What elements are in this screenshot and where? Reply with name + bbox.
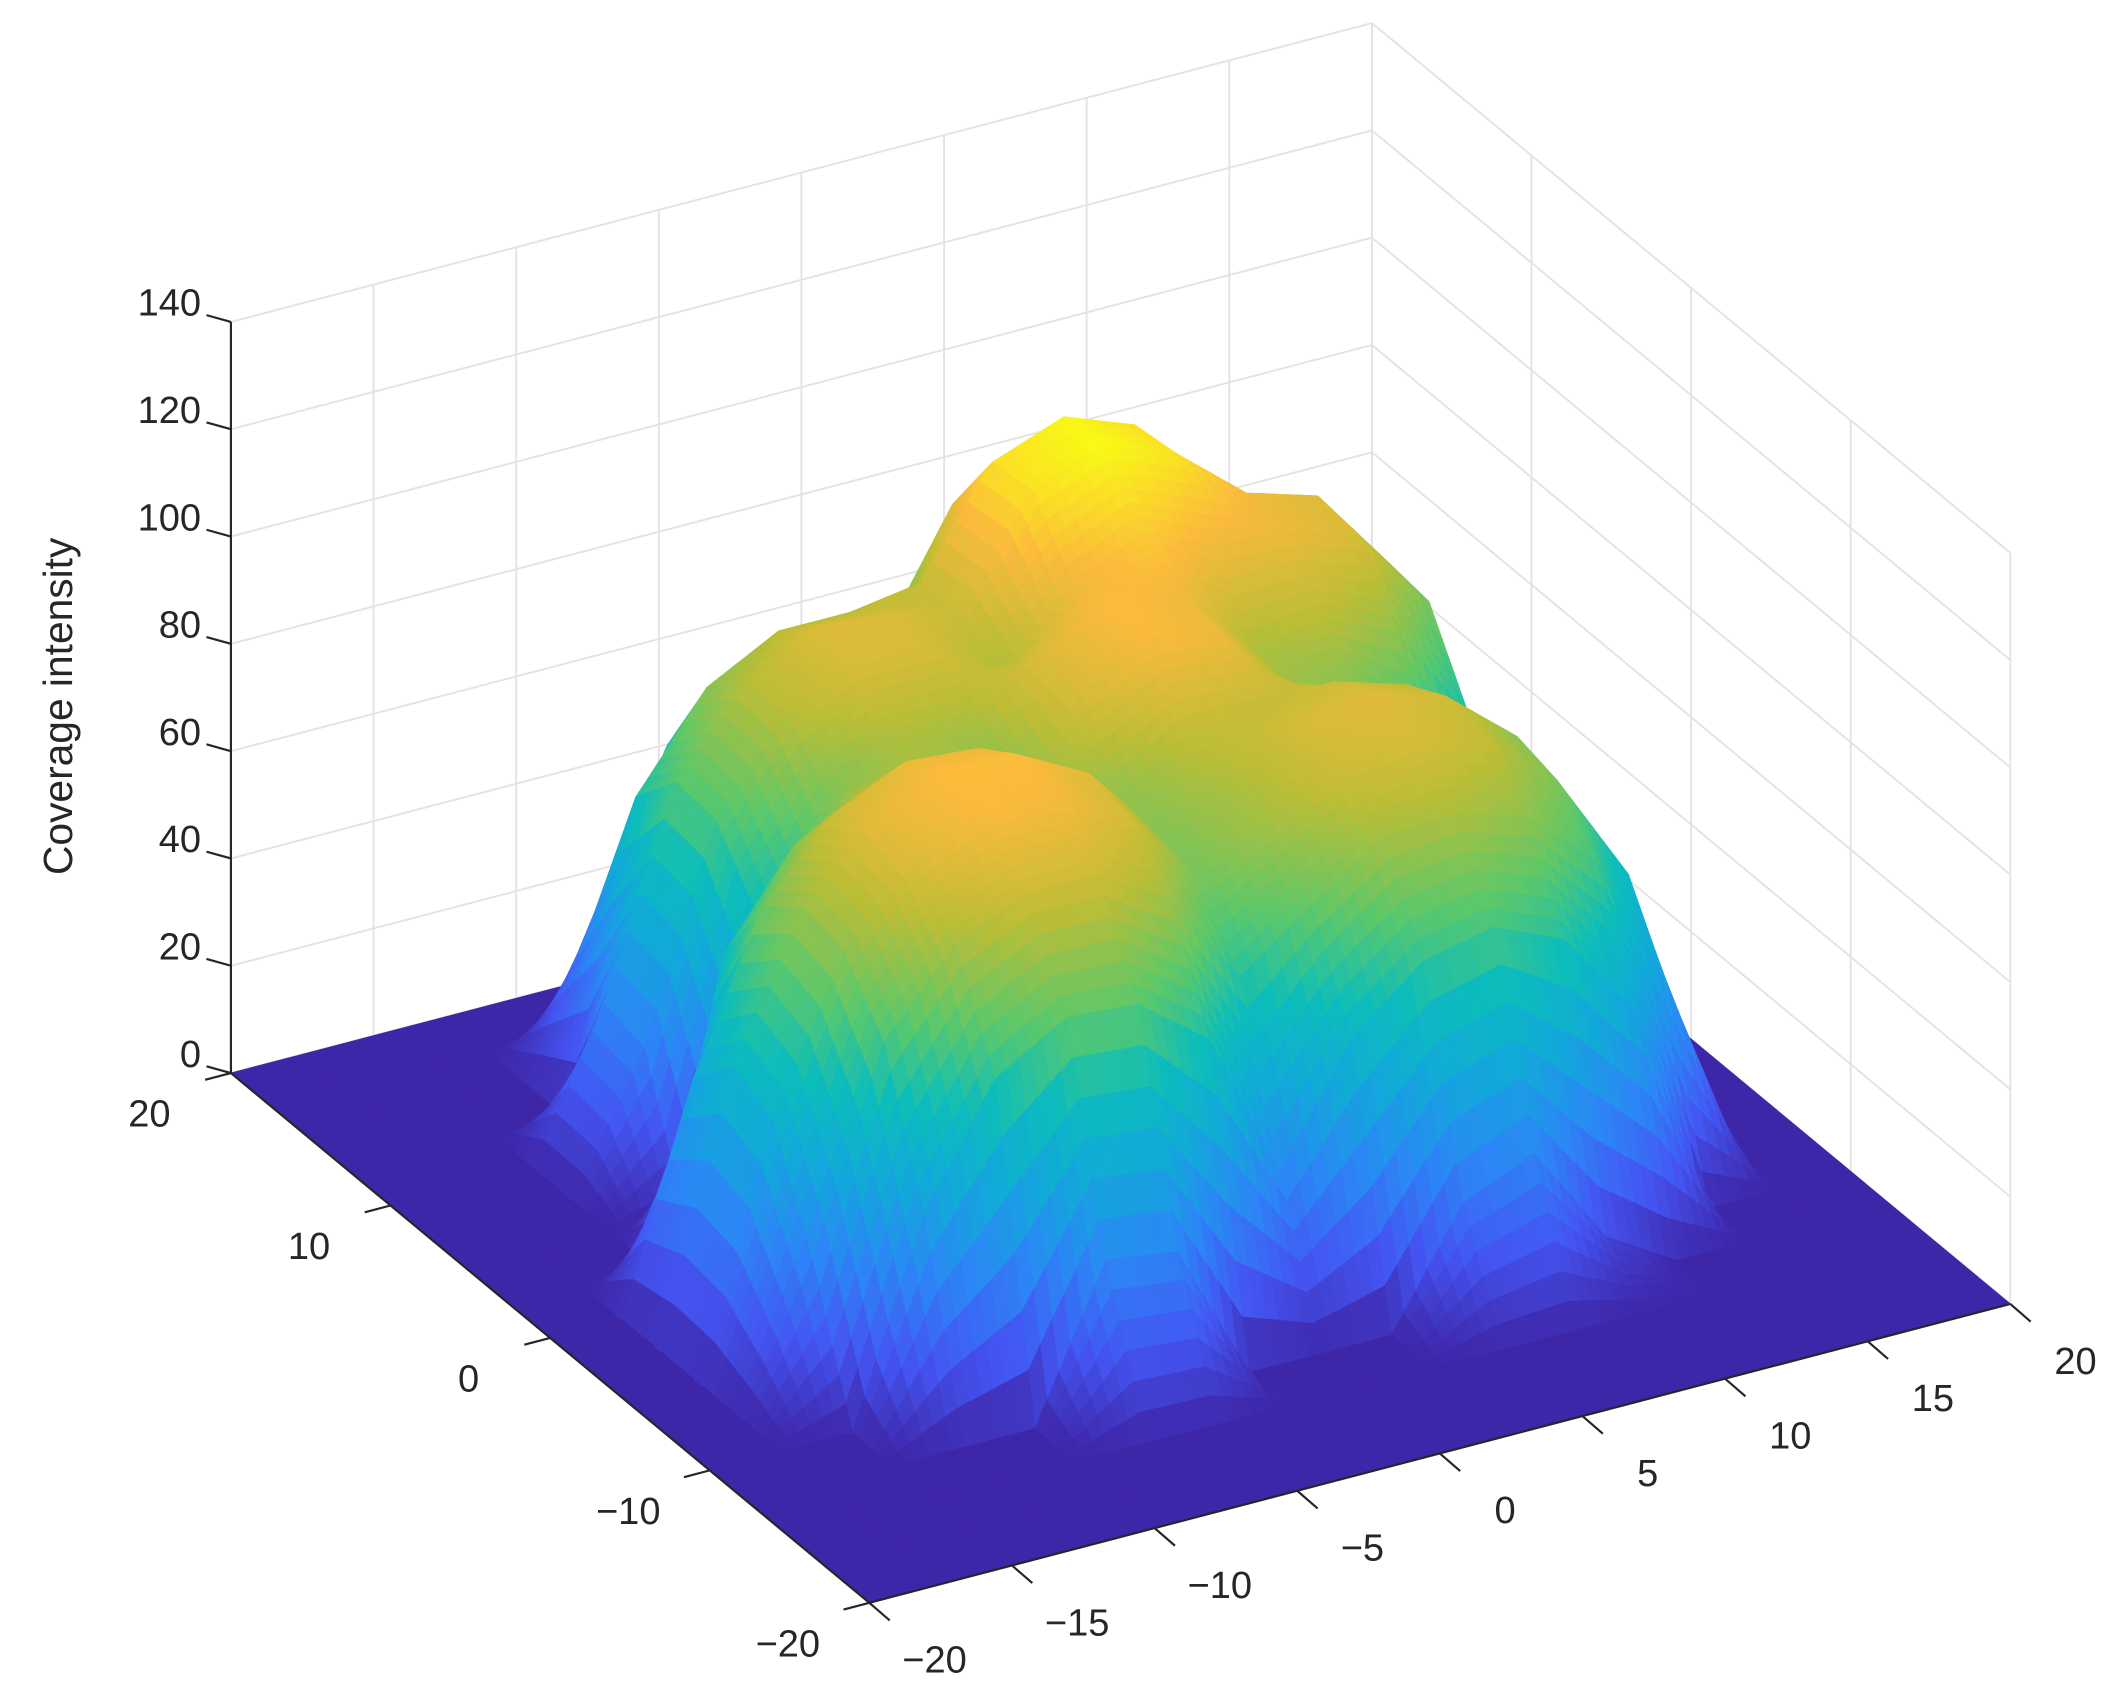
grid-line — [230, 344, 1373, 645]
grid-line — [1371, 129, 2011, 661]
grid-line — [1371, 236, 2011, 769]
surface — [230, 416, 2011, 1604]
grid-line — [230, 129, 1373, 431]
grid-line — [1371, 344, 2011, 876]
grid-line — [1371, 22, 2011, 554]
grid-line — [230, 22, 1373, 323]
grid-line — [1371, 451, 2011, 983]
grid-line — [1371, 558, 2011, 1091]
grid-line — [230, 236, 1373, 538]
